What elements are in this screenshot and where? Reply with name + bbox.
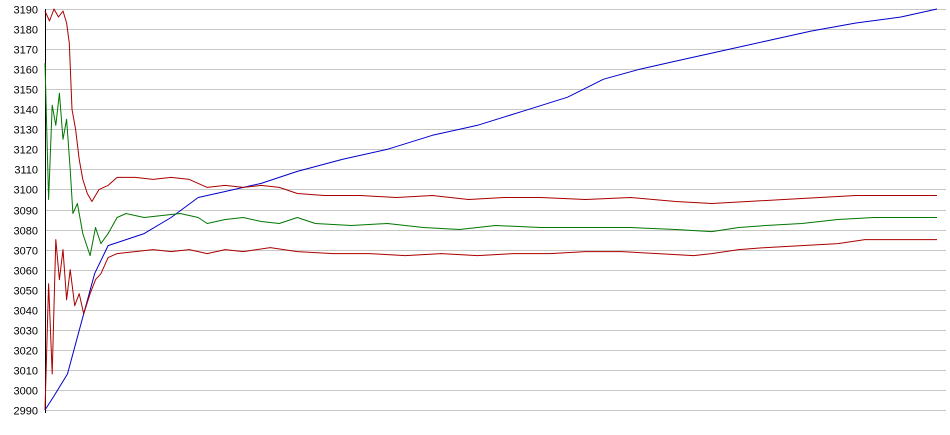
y-tick-label: 3020 xyxy=(14,346,38,358)
y-tick-label: 3170 xyxy=(14,45,38,57)
y-tick-label: 3190 xyxy=(14,5,38,17)
y-tick-label: 3110 xyxy=(14,165,38,177)
y-tick-label: 3070 xyxy=(14,246,38,258)
y-tick-label: 3140 xyxy=(14,105,38,117)
y-tick-label: 3150 xyxy=(14,85,38,97)
y-tick-label: 3100 xyxy=(14,185,38,197)
series-line-1 xyxy=(44,8,938,411)
y-tick-label: 3010 xyxy=(14,366,38,378)
y-tick-label: 3080 xyxy=(14,226,38,238)
y-tick-label: 3060 xyxy=(14,266,38,278)
y-tick-label: 2990 xyxy=(14,406,38,418)
y-tick-label: 3180 xyxy=(14,25,38,37)
y-axis-ticks: 2990 3000 3010 3020 3030 3040 3050 3060 3070 3080… xyxy=(14,5,38,418)
y-tick-label: 3050 xyxy=(14,286,38,298)
y-tick-label: 3000 xyxy=(14,386,38,398)
y-tick-label: 3030 xyxy=(14,326,38,338)
grid-layer xyxy=(45,9,946,411)
y-tick-label: 3040 xyxy=(14,306,38,318)
y-tick-label: 3120 xyxy=(14,145,38,157)
y-tick-label: 3090 xyxy=(14,206,38,218)
series-line-3 xyxy=(44,8,937,204)
series-line-4 xyxy=(44,239,937,411)
y-tick-label: 3160 xyxy=(14,65,38,77)
series-layer xyxy=(44,8,938,411)
series-line-2 xyxy=(44,63,937,257)
y-tick-label: 3130 xyxy=(14,125,38,137)
